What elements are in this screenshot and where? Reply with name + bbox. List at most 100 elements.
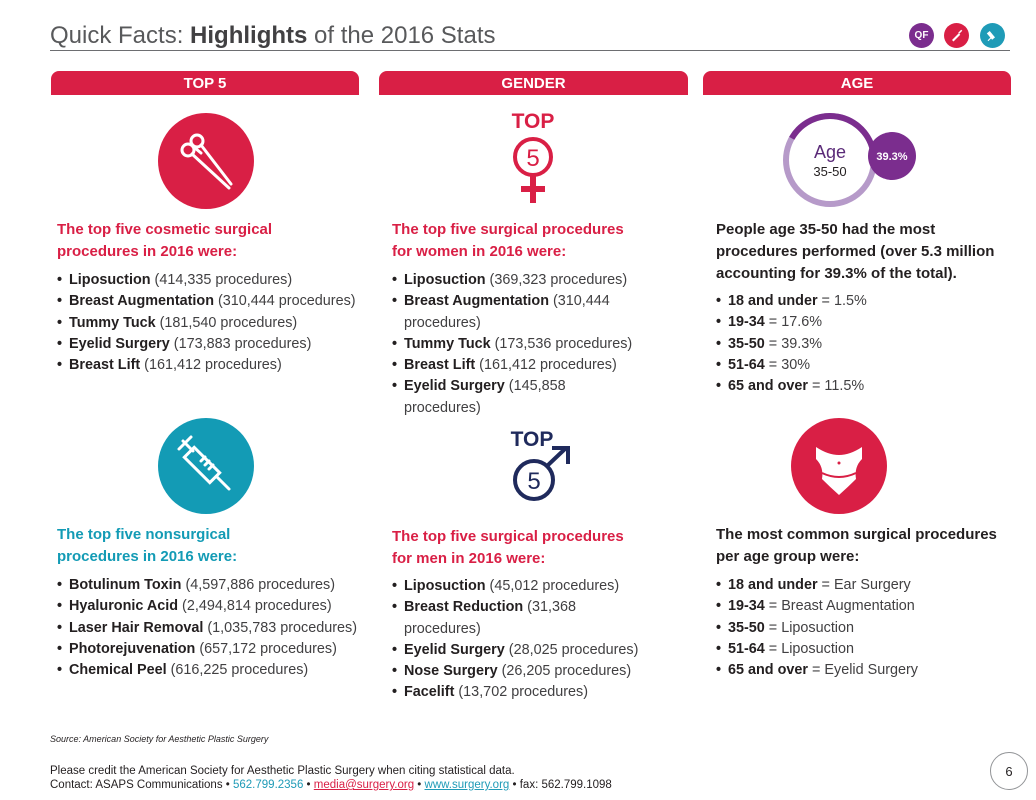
title-prefix: Quick Facts: — [50, 22, 191, 49]
nonsurgical-heading-line1: The top five nonsurgical — [57, 526, 231, 543]
list-item: Botulinum Toxin (4,597,886 procedures) — [57, 575, 367, 596]
list-item: Tummy Tuck (173,536 procedures) — [392, 334, 642, 355]
list-item: Nose Surgery (26,205 procedures) — [392, 661, 652, 682]
list-item: 18 and under = Ear Surgery — [716, 575, 1006, 596]
men-heading-line2: for men in 2016 were: — [392, 550, 546, 567]
page-number: 6 — [990, 752, 1028, 790]
age-list: 18 and under = 1.5% 19-34 = 17.6% 35-50 … — [716, 291, 1006, 397]
nonsurgical-heading-line2: procedures in 2016 were: — [57, 548, 238, 565]
age-ring-range: 35-50 — [813, 164, 846, 179]
contact-separator: • — [414, 779, 425, 791]
women-top-label: TOP — [511, 110, 555, 133]
list-item: Breast Reduction (31,368 procedures) — [392, 597, 652, 640]
list-item: 35-50 = 39.3% — [716, 334, 1006, 355]
women-number: 5 — [526, 145, 539, 172]
surgical-heading-line2: procedures in 2016 were: — [57, 243, 238, 260]
contact-line: Contact: ASAPS Communications • 562.799.… — [50, 778, 612, 792]
list-item: Liposuction (45,012 procedures) — [392, 576, 652, 597]
list-item: Breast Augmentation (310,444 procedures) — [392, 291, 642, 334]
age-ring-chart: 39.3% Age 35-50 — [783, 113, 916, 207]
tab-gender: GENDER — [379, 71, 688, 95]
list-item: Eyelid Surgery (173,883 procedures) — [57, 334, 362, 355]
list-item: Photorejuvenation (657,172 procedures) — [57, 639, 367, 660]
surgical-list: Liposuction (414,335 procedures) Breast … — [57, 270, 362, 376]
list-item: 51-64 = Liposuction — [716, 639, 1006, 660]
list-item: Laser Hair Removal (1,035,783 procedures… — [57, 618, 367, 639]
list-item: 65 and over = Eyelid Surgery — [716, 660, 1006, 681]
list-item: Liposuction (369,323 procedures) — [392, 270, 642, 291]
age-ring-arc — [789, 113, 877, 154]
list-item: Eyelid Surgery (28,025 procedures) — [392, 640, 652, 661]
phone-link[interactable]: 562.799.2356 — [233, 779, 304, 791]
women-list: Liposuction (369,323 procedures) Breast … — [392, 270, 642, 419]
qf-icon[interactable]: QF — [909, 23, 934, 48]
source-note: Source: American Society for Aesthetic P… — [50, 734, 269, 744]
list-item: Liposuction (414,335 procedures) — [57, 270, 362, 291]
age-common-heading-line2: per age group were: — [716, 548, 860, 565]
women-heading-line1: The top five surgical procedures — [392, 221, 624, 238]
male-symbol-icon: 5 — [513, 446, 570, 501]
age-common-heading-line1: The most common surgical procedures — [716, 526, 997, 543]
age-ring-label: Age — [814, 142, 846, 162]
list-item: 19-34 = 17.6% — [716, 312, 1006, 333]
title-bold: Highlights — [190, 22, 308, 49]
tab-age-label: AGE — [840, 74, 874, 92]
page-title: Quick Facts: Highlights of the 2016 Stat… — [50, 22, 496, 50]
women-heading: The top five surgical procedures for wom… — [392, 219, 624, 263]
list-item: Breast Lift (161,412 procedures) — [392, 355, 642, 376]
syringe-large-icon — [158, 418, 254, 514]
title-suffix: of the 2016 Stats — [307, 22, 496, 49]
tab-top5-label: TOP 5 — [183, 74, 227, 92]
tab-gender-label: GENDER — [501, 74, 566, 92]
list-item: Eyelid Surgery (145,858 procedures) — [392, 376, 642, 419]
syringe-large-icon-glyph — [177, 435, 231, 491]
contact-separator: • — [303, 779, 314, 791]
credit-block: Please credit the American Society for A… — [50, 764, 612, 792]
men-top-label: TOP — [510, 428, 554, 451]
body-torso-icon — [791, 418, 887, 514]
age-heading-line2: procedures performed (over 5.3 million — [716, 243, 995, 260]
email-link[interactable]: media@surgery.org — [313, 779, 415, 791]
list-item: Chemical Peel (616,225 procedures) — [57, 660, 367, 681]
qf-icon-label: QF — [914, 30, 929, 41]
website-link[interactable]: www.surgery.org — [424, 779, 510, 791]
page-number-label: 6 — [1005, 763, 1013, 779]
women-heading-line2: for women in 2016 were: — [392, 243, 567, 260]
nonsurgical-list: Botulinum Toxin (4,597,886 procedures) H… — [57, 575, 367, 681]
men-heading-line1: The top five surgical procedures — [392, 528, 624, 545]
list-item: Breast Lift (161,412 procedures) — [57, 355, 362, 376]
list-item: 18 and under = 1.5% — [716, 291, 1006, 312]
header-divider — [50, 50, 1010, 51]
men-number: 5 — [527, 468, 540, 495]
scalpel-icon[interactable] — [944, 23, 969, 48]
men-list: Liposuction (45,012 procedures) Breast R… — [392, 576, 652, 704]
tab-age: AGE — [703, 71, 1011, 95]
surgical-heading: The top five cosmetic surgical procedure… — [57, 219, 272, 263]
age-heading-line3: accounting for 39.3% of the total). — [716, 265, 957, 282]
age-percent-label: 39.3% — [876, 151, 907, 163]
scissors-icon — [158, 113, 254, 209]
scalpel-icon-glyph — [952, 29, 963, 42]
men-heading: The top five surgical procedures for men… — [392, 526, 624, 570]
list-item: Hyaluronic Acid (2,494,814 procedures) — [57, 596, 367, 617]
credit-line: Please credit the American Society for A… — [50, 765, 515, 777]
contact-prefix: Contact: ASAPS Communications • — [50, 779, 233, 791]
list-item: 65 and over = 11.5% — [716, 376, 1006, 397]
list-item: Tummy Tuck (181,540 procedures) — [57, 313, 362, 334]
scissors-icon-glyph — [180, 133, 233, 190]
list-item: 51-64 = 30% — [716, 355, 1006, 376]
fax-text: • fax: 562.799.1098 — [509, 779, 612, 791]
age-common-heading: The most common surgical procedures per … — [716, 524, 997, 568]
syringe-icon[interactable] — [980, 23, 1005, 48]
list-item: 19-34 = Breast Augmentation — [716, 596, 1006, 617]
syringe-icon-glyph — [986, 30, 996, 42]
age-common-list: 18 and under = Ear Surgery 19-34 = Breas… — [716, 575, 1006, 681]
age-percent-bubble — [868, 132, 916, 180]
female-symbol-icon: 5 — [513, 137, 553, 203]
list-item: 35-50 = Liposuction — [716, 618, 1006, 639]
age-heading: People age 35-50 had the most procedures… — [716, 219, 994, 285]
body-torso-icon-glyph — [816, 447, 862, 495]
tab-top5: TOP 5 — [51, 71, 359, 95]
nonsurgical-heading: The top five nonsurgical procedures in 2… — [57, 524, 237, 568]
list-item: Facelift (13,702 procedures) — [392, 682, 652, 703]
